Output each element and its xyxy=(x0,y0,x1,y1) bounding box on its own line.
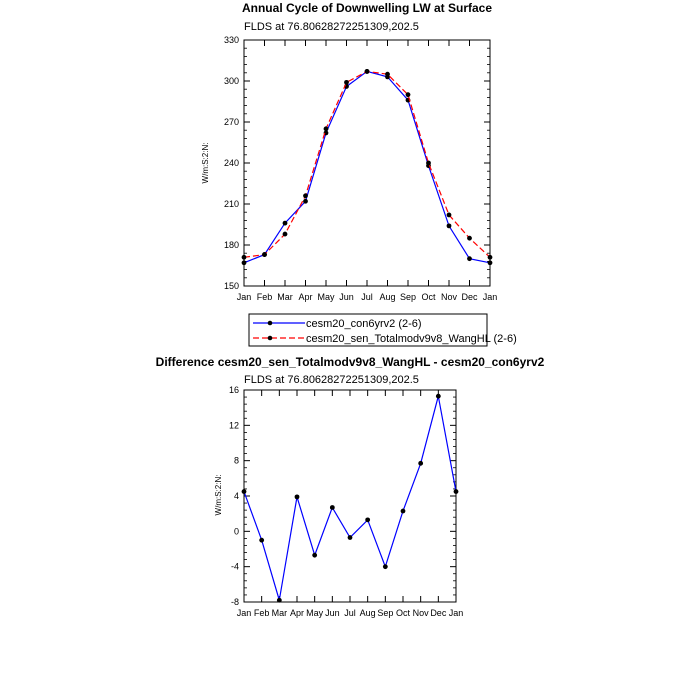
chart2-xtick-label-dec: Dec xyxy=(430,608,447,618)
chart2-title: Difference cesm20_sen_Totalmodv9v8_WangH… xyxy=(156,355,545,369)
chart2-xtick-label-mar: Mar xyxy=(272,608,288,618)
chart2-series-1-point xyxy=(276,597,282,603)
chart2-series-1-point xyxy=(365,517,371,523)
chart2-xtick-label-jan: Jan xyxy=(237,608,252,618)
chart2-xtick-label-jan: Jan xyxy=(449,608,464,618)
chart2-series-1-point xyxy=(382,564,388,570)
chart2-xtick-label-aug: Aug xyxy=(360,608,376,618)
legend-marker-series-1 xyxy=(267,320,273,326)
chart1-xtick-label-jan: Jan xyxy=(483,292,498,302)
chart1-ytick-label: 150 xyxy=(224,281,239,291)
chart1-frame xyxy=(243,39,491,287)
chart2-ytick-label: 12 xyxy=(229,420,239,430)
chart2-xtick-label-feb: Feb xyxy=(254,608,270,618)
chart2-ytick-label: 0 xyxy=(234,526,239,536)
chart1-xtick-label-apr: Apr xyxy=(298,292,312,302)
chart2-xtick-label-oct: Oct xyxy=(396,608,411,618)
chart1-series-1-point xyxy=(467,256,472,262)
chart1-series-2-point xyxy=(487,254,493,260)
chart2-series-1-line xyxy=(243,396,457,601)
chart2-series-1-point xyxy=(347,535,353,540)
chart2-series-1-point xyxy=(294,494,300,500)
chart1-xtick-label-aug: Aug xyxy=(379,292,395,302)
chart2-series-1-point xyxy=(418,460,424,466)
chart2-subtitle: FLDS at 76.80628272251309,202.5 xyxy=(244,374,419,386)
chart2-series-1-point xyxy=(312,552,318,558)
chart1-xtick-label-jul: Jul xyxy=(361,292,373,302)
legend-marker-series-2 xyxy=(267,335,273,341)
chart1-series-2-point xyxy=(467,235,472,241)
chart1-ytick-label: 210 xyxy=(224,199,239,209)
chart1-ytick-label: 330 xyxy=(224,35,239,45)
chart2-ytick-label: 16 xyxy=(229,385,239,395)
chart2-ytick-label: 8 xyxy=(234,456,239,466)
chart1-series-2-point xyxy=(303,193,308,199)
chart1-series-2-point xyxy=(405,92,411,98)
chart1-ytick-label: 300 xyxy=(224,76,239,86)
chart1-series-1-point xyxy=(487,260,493,266)
chart1-xtick-label-oct: Oct xyxy=(421,292,436,302)
chart1-ytick-label: 240 xyxy=(224,158,239,168)
chart1-xtick-label-jan: Jan xyxy=(237,292,252,302)
chart1-xtick-label-feb: Feb xyxy=(257,292,273,302)
chart1-series-1-point xyxy=(446,223,452,229)
chart1-series-1-line xyxy=(243,70,491,264)
chart1-series-2-point xyxy=(426,160,431,166)
chart2-ylabel: W/m:S:2:N: xyxy=(214,475,223,516)
chart1-series-1-point xyxy=(282,220,288,226)
chart2-series-1-point xyxy=(453,489,459,494)
chart1-series-2-point xyxy=(344,79,349,85)
chart1-xtick-label-sep: Sep xyxy=(400,292,416,302)
chart1-xtick-label-dec: Dec xyxy=(461,292,478,302)
chart1-xtick-label-nov: Nov xyxy=(441,292,458,302)
legend-label-series-1: cesm20_con6yrv2 (2-6) xyxy=(306,318,422,330)
chart1-series-1-point xyxy=(303,198,308,204)
chart1-plot: 150 180 210 240 270 300 330 Jan Feb Mar Apr May Jun J… xyxy=(224,35,497,302)
chart1-xtick-label-may: May xyxy=(317,292,335,302)
chart2-xtick-label-jul: Jul xyxy=(344,608,356,618)
chart2-series-1-point xyxy=(329,505,335,510)
chart1-series-2-point xyxy=(241,254,247,260)
chart2-ytick-label: -4 xyxy=(231,562,239,572)
chart2-series-1-point xyxy=(241,489,247,494)
chart1-xtick-label-jun: Jun xyxy=(339,292,354,302)
chart1-ytick-label: 180 xyxy=(224,240,239,250)
chart2-ytick-label: 4 xyxy=(234,491,239,501)
chart1-series-2-point xyxy=(323,126,329,132)
chart1-series-2-point xyxy=(385,71,390,77)
chart1-series-2-point xyxy=(282,231,288,237)
chart2-series-1-point xyxy=(259,537,265,543)
legend-label-series-2: cesm20_sen_Totalmodv9v8_WangHL (2-6) xyxy=(306,333,517,345)
chart2-xtick-label-nov: Nov xyxy=(413,608,430,618)
chart2-xtick-label-may: May xyxy=(306,608,324,618)
chart2-xtick-label-jun: Jun xyxy=(325,608,340,618)
chart2-xtick-label-apr: Apr xyxy=(290,608,304,618)
chart2-xtick-label-sep: Sep xyxy=(377,608,393,618)
chart2-series-1-point xyxy=(400,508,406,514)
chart1-subtitle: FLDS at 76.80628272251309,202.5 xyxy=(244,21,419,33)
chart1-series-2-point xyxy=(364,69,370,74)
chart1-xtick-label-mar: Mar xyxy=(277,292,293,302)
chart1-series-2-point xyxy=(262,252,267,257)
chart2-series-1-point xyxy=(435,393,441,399)
legend-box xyxy=(248,313,488,347)
chart1-title: Annual Cycle of Downwelling LW at Surfac… xyxy=(242,1,492,15)
chart2-ytick-label: -8 xyxy=(231,597,239,607)
chart1-series-2-point xyxy=(446,212,452,218)
chart2-frame xyxy=(243,389,457,603)
chart1-series-1-point xyxy=(241,260,247,266)
chart1-legend: cesm20_con6yrv2 (2-6) cesm20_sen_Totalmo… xyxy=(248,313,517,347)
chart1-ytick-label: 270 xyxy=(224,117,239,127)
chart1-ylabel: W/m:S:2:N: xyxy=(201,143,210,184)
